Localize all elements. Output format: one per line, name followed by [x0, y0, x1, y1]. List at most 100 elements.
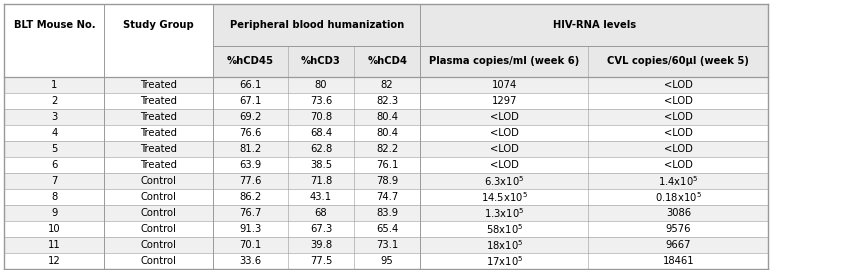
- Text: Control: Control: [141, 176, 177, 186]
- Text: Peripheral blood humanization: Peripheral blood humanization: [229, 20, 404, 30]
- Text: 14.5x10$^5$: 14.5x10$^5$: [481, 190, 528, 204]
- Text: 6: 6: [51, 160, 58, 170]
- Text: Study Group: Study Group: [123, 20, 194, 30]
- Text: 1297: 1297: [492, 96, 517, 106]
- Text: <LOD: <LOD: [664, 160, 693, 170]
- Text: Control: Control: [141, 240, 177, 250]
- Bar: [4, 109, 768, 125]
- Text: 76.1: 76.1: [376, 160, 398, 170]
- Text: 82.3: 82.3: [376, 96, 398, 106]
- Text: 9: 9: [51, 208, 58, 218]
- Bar: [104, 4, 213, 46]
- Text: <LOD: <LOD: [664, 128, 693, 138]
- Text: 67.1: 67.1: [239, 96, 261, 106]
- Text: 67.3: 67.3: [310, 224, 332, 234]
- Text: 18461: 18461: [662, 256, 694, 266]
- Text: <LOD: <LOD: [490, 112, 519, 122]
- Text: <LOD: <LOD: [490, 128, 519, 138]
- Text: 66.1: 66.1: [239, 80, 261, 90]
- Text: 70.8: 70.8: [310, 112, 332, 122]
- Text: Control: Control: [141, 224, 177, 234]
- Bar: [420, 46, 588, 77]
- Text: <LOD: <LOD: [664, 112, 693, 122]
- Bar: [4, 77, 768, 93]
- Text: 39.8: 39.8: [310, 240, 332, 250]
- Text: 6.3x10$^5$: 6.3x10$^5$: [484, 174, 525, 188]
- Text: 38.5: 38.5: [310, 160, 332, 170]
- Text: <LOD: <LOD: [664, 80, 693, 90]
- Bar: [588, 46, 768, 77]
- Text: 80: 80: [315, 80, 327, 90]
- Text: 8: 8: [51, 192, 58, 202]
- Text: Treated: Treated: [140, 128, 177, 138]
- Text: <LOD: <LOD: [490, 144, 519, 154]
- Bar: [4, 189, 768, 205]
- Text: 18x10$^5$: 18x10$^5$: [486, 238, 523, 252]
- Text: BLT Mouse No.: BLT Mouse No.: [14, 20, 95, 30]
- Text: 76.6: 76.6: [239, 128, 261, 138]
- Text: Treated: Treated: [140, 160, 177, 170]
- Text: %hCD4: %hCD4: [367, 56, 408, 66]
- Text: 63.9: 63.9: [239, 160, 261, 170]
- Text: 68: 68: [315, 208, 327, 218]
- Text: 73.6: 73.6: [310, 96, 332, 106]
- Text: 3: 3: [51, 112, 58, 122]
- Text: 9667: 9667: [666, 240, 691, 250]
- Text: 70.1: 70.1: [239, 240, 261, 250]
- Text: <LOD: <LOD: [490, 160, 519, 170]
- Text: 69.2: 69.2: [239, 112, 261, 122]
- Text: HIV-RNA levels: HIV-RNA levels: [553, 20, 636, 30]
- Text: 82.2: 82.2: [376, 144, 398, 154]
- Bar: [4, 125, 768, 141]
- Text: Treated: Treated: [140, 80, 177, 90]
- Text: %hCD45: %hCD45: [227, 56, 274, 66]
- Text: Control: Control: [141, 256, 177, 266]
- Text: 1074: 1074: [492, 80, 517, 90]
- Text: Plasma copies/ml (week 6): Plasma copies/ml (week 6): [430, 56, 579, 66]
- Bar: [4, 253, 768, 269]
- Text: 71.8: 71.8: [310, 176, 332, 186]
- Text: Control: Control: [141, 192, 177, 202]
- Bar: [4, 4, 104, 46]
- Text: 7: 7: [51, 176, 58, 186]
- Text: 65.4: 65.4: [376, 224, 398, 234]
- Bar: [213, 46, 288, 77]
- Text: %hCD3: %hCD3: [301, 56, 340, 66]
- Text: 80.4: 80.4: [376, 112, 398, 122]
- Bar: [104, 46, 213, 77]
- Text: Control: Control: [141, 208, 177, 218]
- Text: 43.1: 43.1: [310, 192, 332, 202]
- Text: 1.4x10$^5$: 1.4x10$^5$: [658, 174, 699, 188]
- Text: <LOD: <LOD: [664, 96, 693, 106]
- Text: 17x10$^5$: 17x10$^5$: [486, 254, 523, 268]
- Text: 77.5: 77.5: [310, 256, 332, 266]
- Text: 3086: 3086: [666, 208, 691, 218]
- Bar: [4, 221, 768, 237]
- Text: 1.3x10$^5$: 1.3x10$^5$: [484, 206, 525, 220]
- Bar: [213, 4, 420, 46]
- Text: 2: 2: [51, 96, 58, 106]
- Text: 68.4: 68.4: [310, 128, 332, 138]
- Text: 81.2: 81.2: [239, 144, 261, 154]
- Text: 1: 1: [51, 80, 58, 90]
- Text: 80.4: 80.4: [376, 128, 398, 138]
- Text: 82: 82: [381, 80, 393, 90]
- Bar: [420, 4, 768, 46]
- Text: 12: 12: [48, 256, 61, 266]
- Text: <LOD: <LOD: [664, 144, 693, 154]
- Text: Treated: Treated: [140, 96, 177, 106]
- Text: 62.8: 62.8: [310, 144, 332, 154]
- Text: 95: 95: [380, 256, 394, 266]
- Text: Treated: Treated: [140, 112, 177, 122]
- Text: 77.6: 77.6: [239, 176, 261, 186]
- Text: 9576: 9576: [666, 224, 691, 234]
- Text: 83.9: 83.9: [376, 208, 398, 218]
- Text: 74.7: 74.7: [376, 192, 398, 202]
- Text: 4: 4: [51, 128, 58, 138]
- Bar: [354, 46, 420, 77]
- Text: 10: 10: [48, 224, 60, 234]
- Text: Treated: Treated: [140, 144, 177, 154]
- Text: 91.3: 91.3: [239, 224, 261, 234]
- Bar: [4, 157, 768, 173]
- Bar: [4, 173, 768, 189]
